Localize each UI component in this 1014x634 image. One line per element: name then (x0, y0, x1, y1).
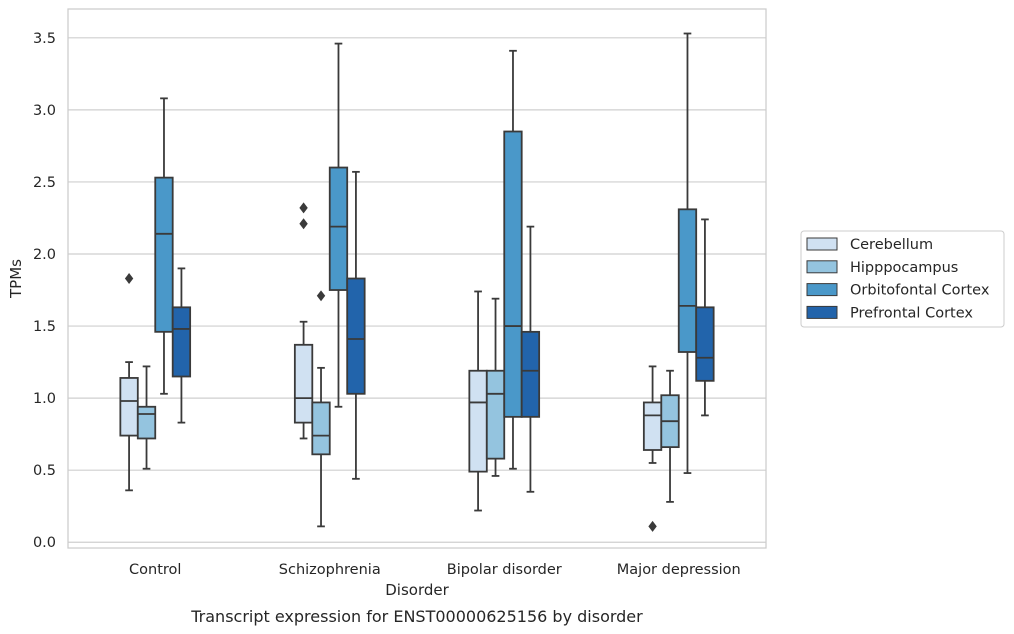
outlier-point (299, 202, 308, 214)
legend-swatch (806, 237, 838, 251)
y-tick-label: 0.0 (33, 535, 56, 551)
legend-frame (800, 230, 1005, 328)
y-tick-label: 1.0 (33, 391, 56, 407)
x-tick-label: Schizophrenia (279, 562, 381, 578)
box-body (171, 306, 192, 378)
legend-label: Hipppocampus (850, 260, 958, 276)
box-groups (119, 32, 715, 532)
box-orbitofontal-cortex-0 (154, 97, 174, 395)
box-hipppocampus-3 (660, 369, 680, 503)
box-cerebellum-0 (119, 273, 139, 492)
y-axis-ticks: 0.0 0.5 1.0 1.5 2.0 2.5 3.0 3.5 (33, 31, 56, 551)
box-body (119, 377, 139, 437)
x-tick-label: Bipolar disorder (447, 562, 562, 578)
box-body (503, 130, 523, 418)
box-body (154, 176, 174, 333)
legend-swatch (806, 283, 838, 297)
y-tick-label: 3.5 (33, 31, 56, 47)
legend-label: Orbitofontal Cortex (850, 283, 990, 299)
y-tick-label: 2.5 (33, 175, 56, 191)
box-body (468, 369, 488, 473)
box-hipppocampus-0 (136, 365, 157, 470)
y-tick-label: 1.5 (33, 319, 56, 335)
x-axis-label: Disorder (385, 581, 449, 599)
x-axis-ticks: Control Schizophrenia Bipolar disorder Majo… (129, 562, 741, 578)
box-cerebellum-1 (293, 202, 314, 440)
box-prefrontal-cortex-3 (695, 218, 715, 417)
box-body (293, 343, 314, 424)
y-tick-label: 2.0 (33, 247, 56, 263)
legend: Cerebellum Hipppocampus Orbitofontal Corte… (800, 230, 1005, 328)
box-prefrontal-cortex-1 (346, 170, 366, 480)
box-orbitofontal-cortex-2 (503, 49, 523, 470)
y-tick-label: 3.0 (33, 103, 56, 119)
box-prefrontal-cortex-2 (520, 225, 541, 493)
outlier-point (124, 273, 134, 284)
legend-swatch (806, 305, 838, 319)
plot-frame (67, 8, 767, 549)
box-hipppocampus-1 (311, 290, 331, 528)
box-orbitofontal-cortex-1 (328, 42, 349, 408)
y-axis-label: TPMs (7, 259, 25, 299)
box-prefrontal-cortex-0 (171, 267, 192, 424)
chart-caption: Transcript expression for ENST0000062515… (190, 607, 643, 626)
box-cerebellum-2 (468, 290, 488, 512)
box-body (677, 208, 698, 353)
outlier-point (648, 520, 657, 532)
legend-swatch (806, 260, 838, 274)
box-body (311, 401, 331, 456)
x-tick-label: Control (129, 562, 181, 578)
box-body (328, 166, 349, 291)
box-body (136, 405, 157, 440)
box-body (346, 277, 366, 395)
x-tick-label: Major depression (617, 562, 741, 578)
legend-label: Cerebellum (850, 237, 933, 253)
box-body (642, 401, 663, 451)
box-cerebellum-3 (642, 365, 663, 532)
outlier-point (299, 218, 308, 230)
box-orbitofontal-cortex-3 (677, 32, 698, 474)
outlier-point (316, 290, 326, 302)
box-body (485, 369, 506, 460)
box-hipppocampus-2 (485, 297, 506, 477)
y-tick-label: 0.5 (33, 463, 56, 479)
legend-label: Prefrontal Cortex (850, 305, 973, 321)
box-body (695, 306, 715, 382)
box-body (520, 330, 541, 418)
